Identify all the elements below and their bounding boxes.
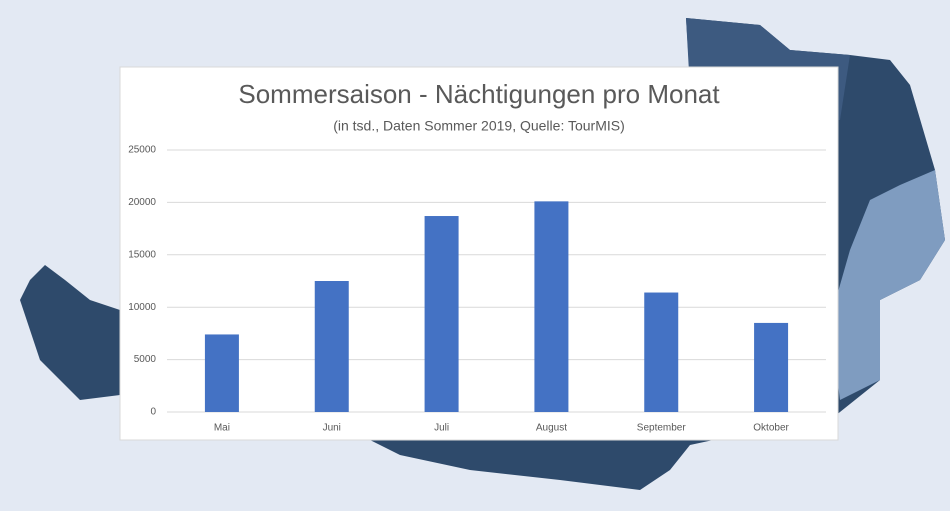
bar — [754, 322, 789, 412]
y-tick-label: 25000 — [128, 145, 156, 156]
chart-area — [119, 66, 839, 441]
x-tick-label: Juni — [323, 423, 341, 434]
bar — [644, 292, 679, 412]
map-region-light — [830, 170, 945, 400]
y-tick-label: 10000 — [128, 302, 156, 313]
y-tick-label: 20000 — [128, 197, 156, 208]
chart-subtitle: (in tsd., Daten Sommer 2019, Quelle: Tou… — [333, 118, 625, 134]
bar — [314, 281, 349, 412]
bar — [534, 201, 569, 412]
x-tick-label: September — [637, 423, 687, 434]
y-tick-label: 5000 — [134, 354, 157, 365]
bar — [424, 216, 459, 412]
x-tick-label: Oktober — [753, 423, 789, 434]
x-tick-label: August — [536, 423, 567, 434]
y-tick-label: 0 — [150, 407, 156, 418]
x-tick-label: Juli — [434, 423, 449, 434]
x-tick-label: Mai — [214, 423, 230, 434]
y-tick-label: 15000 — [128, 249, 156, 260]
bar — [204, 334, 239, 412]
chart-title: Sommersaison - Nächtigungen pro Monat — [238, 79, 720, 109]
